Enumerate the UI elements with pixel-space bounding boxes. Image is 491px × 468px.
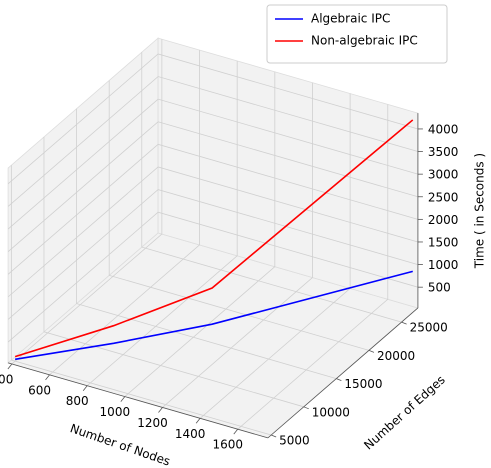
grid-line bbox=[7, 121, 419, 252]
x-tick-label: 400 bbox=[0, 372, 13, 386]
z-tick-label: 3000 bbox=[428, 168, 459, 182]
y-tick-label: 15000 bbox=[344, 377, 382, 391]
z-tick-label: 2000 bbox=[428, 213, 459, 227]
grid-line bbox=[237, 104, 389, 430]
tick-mark bbox=[336, 378, 342, 381]
x-tick-label: 1600 bbox=[213, 438, 244, 452]
x-axis bbox=[7, 362, 269, 439]
tick-mark bbox=[82, 385, 88, 391]
tick-mark bbox=[233, 428, 239, 435]
tick-mark bbox=[158, 407, 163, 413]
tick-mark bbox=[303, 406, 309, 410]
z-tick-label: 1000 bbox=[428, 258, 459, 272]
grid-line bbox=[49, 50, 200, 376]
tick-mark bbox=[7, 363, 13, 370]
tick-mark bbox=[120, 396, 126, 402]
y-tick-label: 25000 bbox=[410, 321, 448, 335]
y-tick-label: 5000 bbox=[279, 434, 310, 448]
x-tick-label: 1200 bbox=[137, 416, 168, 430]
grid-line bbox=[162, 82, 313, 408]
tick-mark bbox=[195, 418, 201, 424]
y-tick-label: 20000 bbox=[377, 349, 415, 363]
z-tick-label: 4000 bbox=[428, 122, 459, 136]
legend-label: Non-algebraic IPC bbox=[311, 34, 418, 48]
grid-line bbox=[11, 39, 163, 365]
grid-line bbox=[7, 189, 419, 320]
z-axis-label: Time ( in Seconds ) bbox=[472, 153, 486, 269]
tick-mark bbox=[368, 349, 375, 353]
tick-mark bbox=[45, 374, 50, 381]
tick-mark bbox=[401, 321, 407, 325]
x-tick-label: 800 bbox=[66, 394, 89, 408]
grid-line bbox=[108, 80, 370, 351]
x-tick-label: 1000 bbox=[100, 405, 131, 419]
legend: Algebraic IPC Non-algebraic IPC bbox=[266, 4, 448, 64]
z-tick-label: 1500 bbox=[428, 235, 459, 249]
data-line bbox=[14, 119, 414, 358]
grid-line bbox=[7, 76, 419, 207]
y-tick-label: 10000 bbox=[312, 405, 350, 419]
grid-line bbox=[124, 71, 276, 397]
z-tick-label: 500 bbox=[428, 281, 451, 295]
legend-label: Algebraic IPC bbox=[311, 12, 390, 26]
tick-mark bbox=[271, 434, 277, 438]
z-tick-label: 2500 bbox=[428, 190, 459, 204]
grid-line bbox=[10, 165, 272, 436]
data-line bbox=[14, 270, 413, 361]
grid-line bbox=[76, 108, 337, 379]
grid-line bbox=[7, 166, 419, 298]
legend-box bbox=[266, 4, 448, 64]
x-tick-label: 1400 bbox=[175, 427, 206, 441]
grid-line bbox=[7, 211, 419, 343]
grid-line bbox=[7, 143, 419, 275]
grid-line bbox=[86, 60, 238, 387]
grid-line bbox=[7, 53, 419, 185]
grid-line bbox=[43, 136, 304, 408]
y-axis bbox=[267, 307, 419, 439]
z-tick-label: 3500 bbox=[428, 145, 459, 159]
grid-line bbox=[7, 98, 419, 230]
x-tick-label: 600 bbox=[28, 383, 51, 397]
